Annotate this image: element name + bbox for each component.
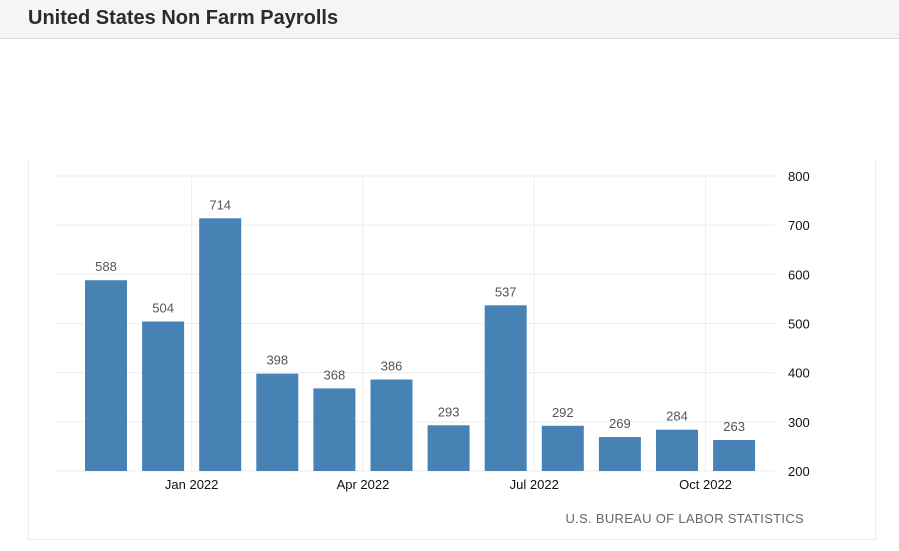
data-label: 537	[495, 284, 517, 299]
bar	[256, 373, 299, 471]
x-tick-label: Jan 2022	[165, 477, 219, 492]
label-layer: 588 504 714 398 368 386 293 537 292 269 284 263	[95, 197, 745, 434]
y-tick-label: 200	[788, 464, 810, 479]
y-tick-label: 600	[788, 267, 810, 282]
y-tick-label: 400	[788, 366, 810, 381]
bar	[484, 305, 527, 471]
y-tick-label: 500	[788, 317, 810, 332]
bar	[541, 425, 584, 471]
source-label: U.S. BUREAU OF LABOR STATISTICS	[565, 511, 804, 526]
y-tick-label: 800	[788, 169, 810, 184]
page-title: United States Non Farm Payrolls	[28, 7, 339, 29]
y-tick-label: 700	[788, 218, 810, 233]
x-tick-label: Jul 2022	[510, 477, 559, 492]
data-label: 292	[552, 405, 574, 420]
bar	[199, 218, 242, 471]
data-label: 263	[723, 419, 745, 434]
x-tick-label: Oct 2022	[679, 477, 732, 492]
bar	[370, 379, 413, 471]
data-label: 714	[209, 197, 231, 212]
data-label: 398	[266, 353, 288, 368]
data-label: 269	[609, 416, 631, 431]
data-label: 284	[666, 409, 688, 424]
bar	[713, 440, 756, 471]
data-label: 588	[95, 259, 117, 274]
bar	[142, 321, 185, 471]
data-label: 293	[438, 404, 460, 419]
data-label: 386	[381, 359, 403, 374]
bar	[656, 429, 698, 471]
axis-layer: 200 300 400 500 600 700 800 Jan 2022 Apr 2022 Jul…	[165, 169, 810, 492]
bar	[85, 280, 127, 471]
x-tick-label: Apr 2022	[337, 477, 390, 492]
header-bar: United States Non Farm Payrolls	[0, 0, 899, 39]
data-label: 504	[152, 301, 174, 316]
bar	[313, 388, 356, 471]
bar	[427, 425, 470, 471]
bar-layer	[85, 218, 756, 471]
y-tick-label: 300	[788, 415, 810, 430]
data-label: 368	[324, 367, 346, 382]
bar	[598, 437, 641, 471]
